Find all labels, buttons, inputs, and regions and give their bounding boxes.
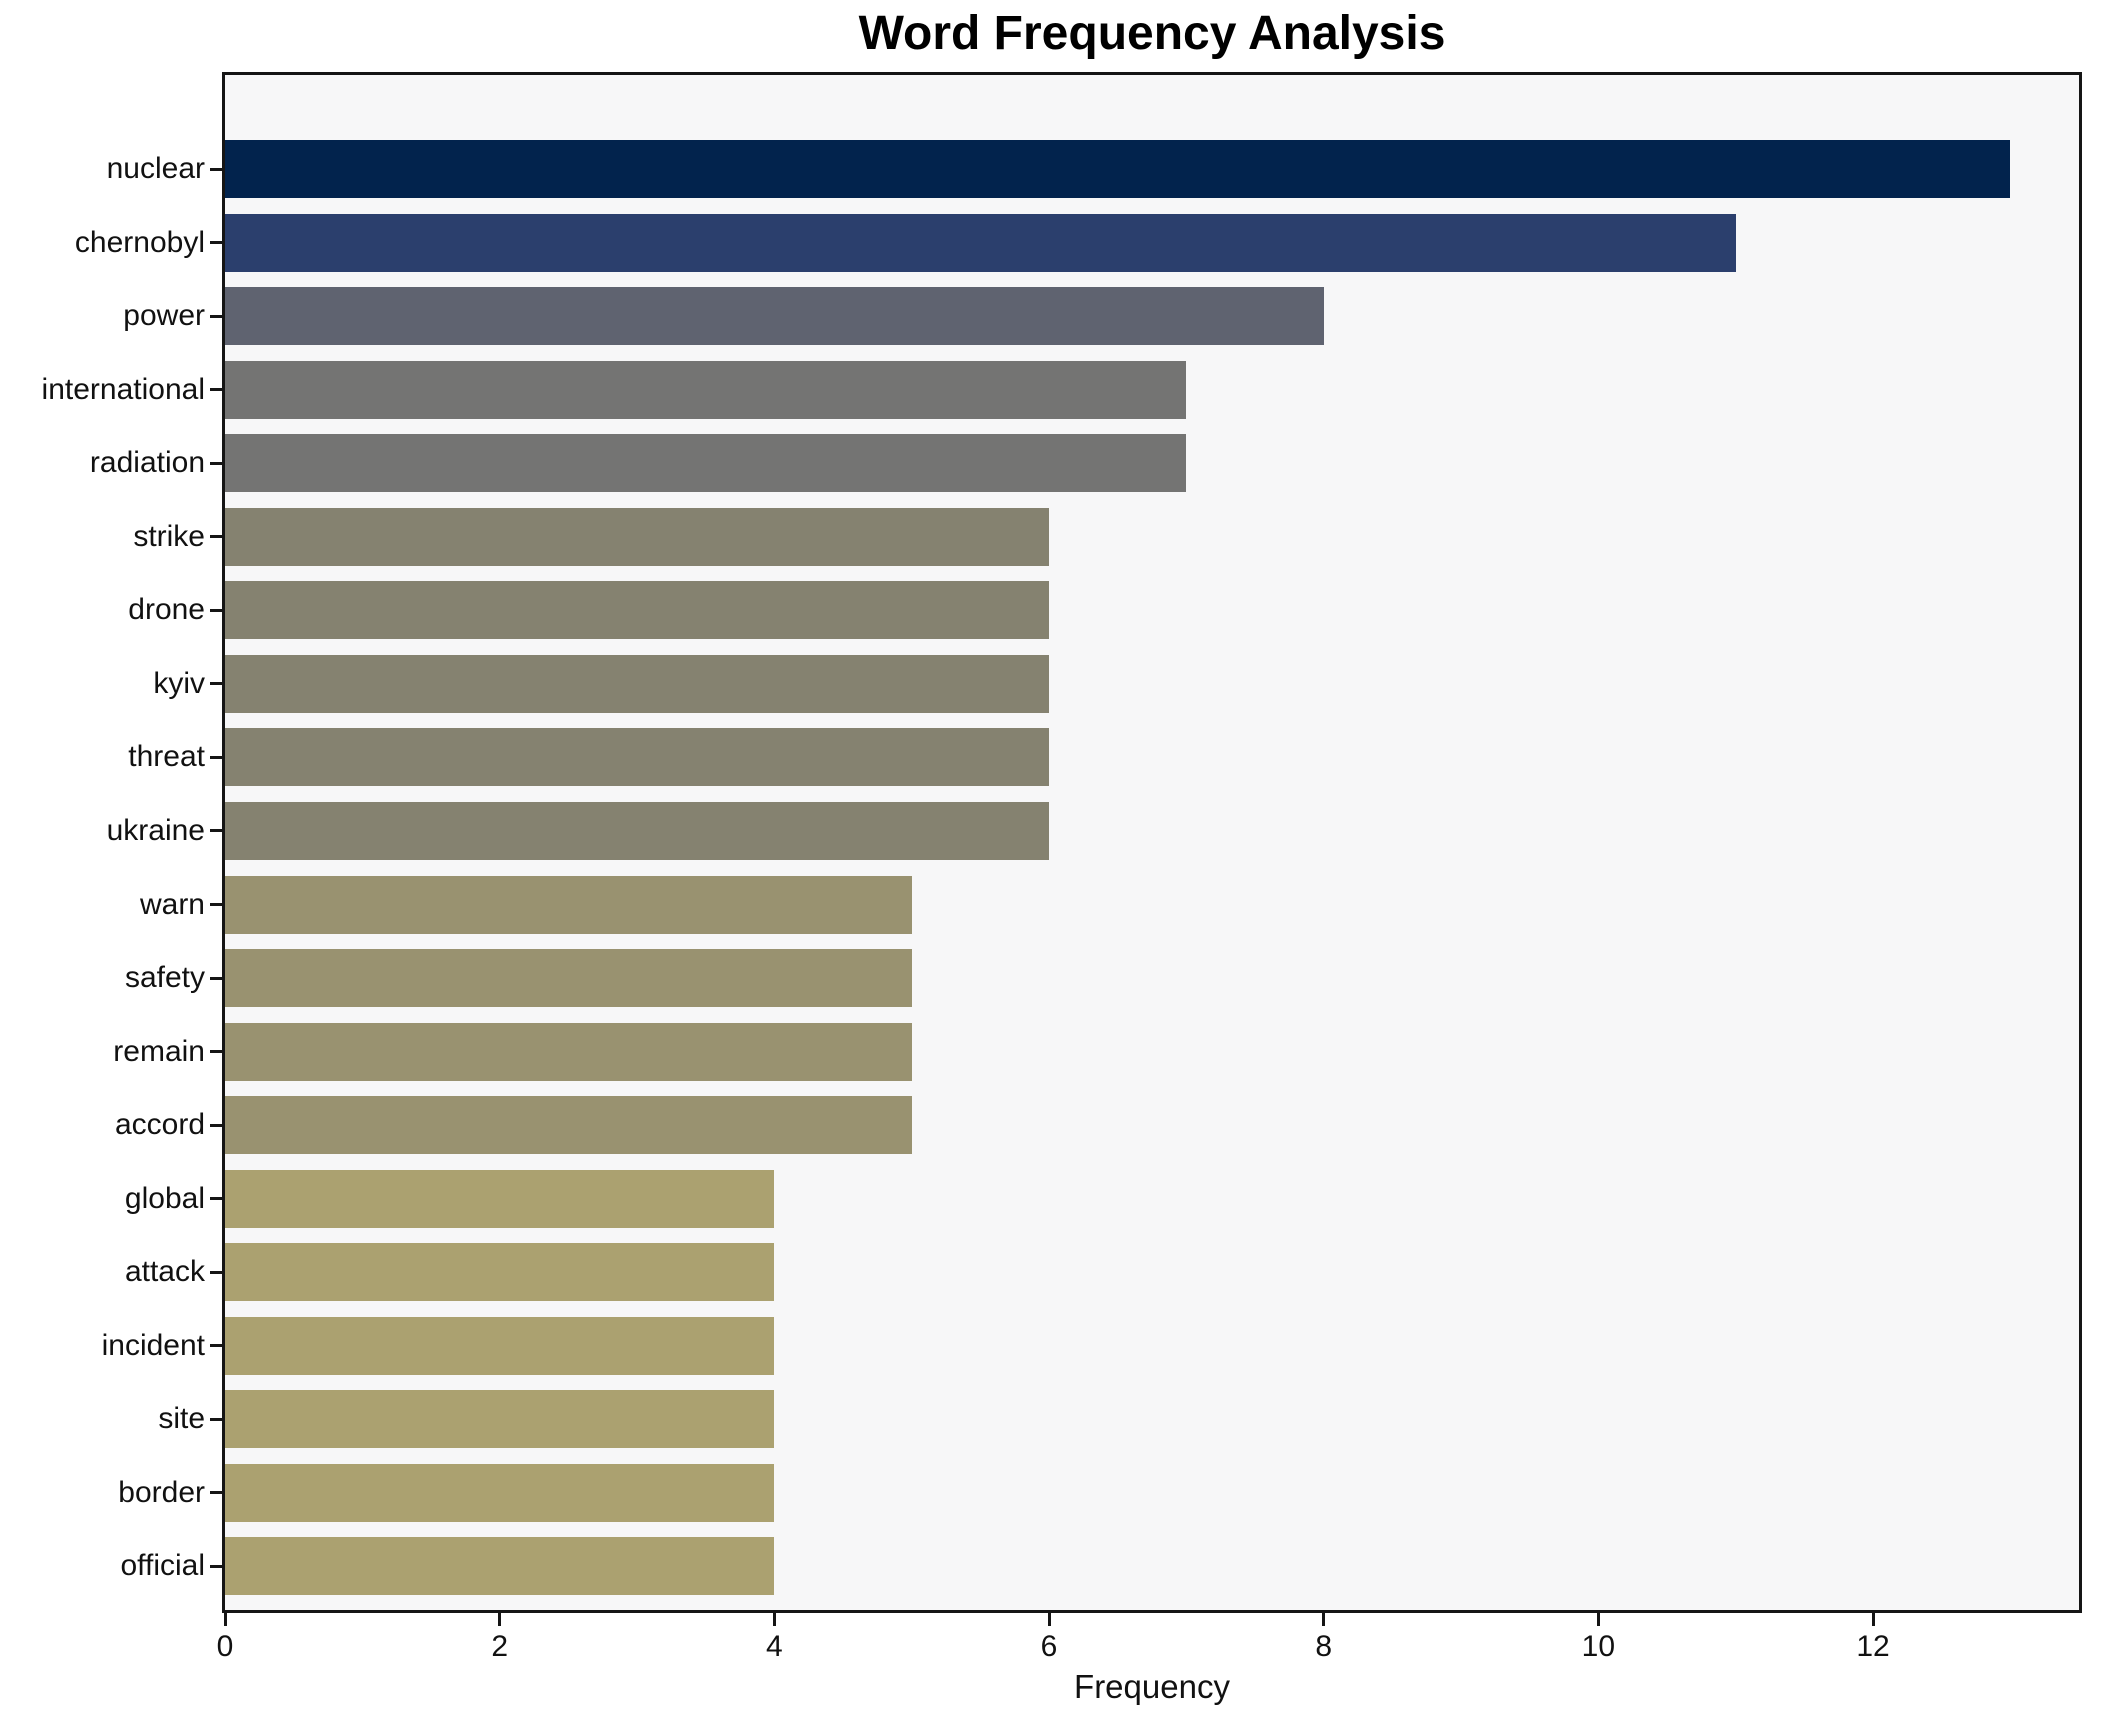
- y-tick-label-nuclear: nuclear: [106, 152, 205, 185]
- x-tick-mark: [1322, 1613, 1326, 1626]
- y-tick-mark: [210, 388, 222, 392]
- y-tick-label-accord: accord: [114, 1108, 205, 1142]
- y-tick-label-safety: safety: [124, 961, 205, 995]
- y-tick-mark: [210, 1564, 222, 1568]
- y-tick-mark: [210, 976, 222, 980]
- bar-attack: [225, 1243, 775, 1302]
- y-tick-label-warn: warn: [139, 887, 205, 921]
- y-tick-mark: [210, 1123, 222, 1127]
- bar-global: [225, 1169, 775, 1228]
- x-tick-label-2: 2: [491, 1630, 508, 1663]
- x-tick-mark: [1596, 1613, 1600, 1626]
- x-tick-mark: [1871, 1613, 1875, 1626]
- y-tick-mark: [210, 461, 222, 465]
- y-tick-mark: [210, 1491, 222, 1495]
- y-tick-mark: [210, 1417, 222, 1421]
- y-tick-label-radiation: radiation: [89, 446, 205, 480]
- y-tick-mark: [210, 1270, 222, 1274]
- plot-inner: [225, 75, 2079, 1610]
- y-tick-mark: [210, 682, 222, 686]
- bar-border: [225, 1463, 775, 1522]
- y-tick-label-strike: strike: [133, 519, 205, 553]
- y-tick-mark: [210, 314, 222, 318]
- bar-strike: [225, 507, 1049, 566]
- chart-title: Word Frequency Analysis: [858, 7, 1446, 60]
- y-tick-label-attack: attack: [124, 1255, 205, 1289]
- y-tick-mark: [210, 1344, 222, 1348]
- y-tick-mark: [210, 608, 222, 612]
- x-axis-title: Frequency: [1074, 1668, 1230, 1705]
- bar-drone: [225, 581, 1049, 640]
- bar-kyiv: [225, 654, 1049, 713]
- y-tick-mark: [210, 903, 222, 906]
- y-tick-mark: [210, 755, 222, 759]
- bar-incident: [225, 1316, 775, 1375]
- y-tick-label-border: border: [118, 1475, 205, 1509]
- bar-nuclear: [225, 140, 2011, 198]
- bar-warn: [225, 875, 912, 934]
- y-tick-label-official: official: [120, 1549, 206, 1583]
- x-tick-mark: [498, 1613, 502, 1626]
- x-tick-mark: [1047, 1613, 1051, 1626]
- bar-official: [225, 1537, 775, 1596]
- y-tick-mark: [210, 535, 222, 539]
- x-tick-label-10: 10: [1581, 1630, 1616, 1663]
- y-tick-mark: [210, 167, 222, 171]
- y-tick-label-site: site: [158, 1402, 205, 1436]
- x-tick-label-6: 6: [1040, 1630, 1058, 1663]
- y-tick-label-incident: incident: [101, 1328, 205, 1362]
- y-tick-mark: [210, 241, 222, 245]
- x-tick-label-4: 4: [765, 1630, 783, 1663]
- y-tick-mark: [210, 829, 222, 833]
- y-tick-label-chernobyl: chernobyl: [74, 225, 205, 259]
- x-tick-label-0: 0: [216, 1630, 234, 1663]
- bar-threat: [225, 728, 1049, 787]
- bar-international: [225, 360, 1187, 419]
- y-tick-label-remain: remain: [113, 1034, 205, 1068]
- bar-accord: [225, 1096, 912, 1155]
- bar-remain: [225, 1022, 912, 1081]
- y-tick-label-ukraine: ukraine: [106, 813, 205, 847]
- x-tick-label-8: 8: [1315, 1630, 1332, 1663]
- x-tick-label-12: 12: [1856, 1630, 1890, 1663]
- bar-ukraine: [225, 801, 1049, 860]
- y-tick-label-threat: threat: [128, 740, 205, 774]
- y-tick-label-global: global: [124, 1181, 205, 1215]
- bar-safety: [225, 949, 912, 1008]
- y-tick-mark: [210, 1197, 222, 1201]
- y-tick-label-power: power: [123, 299, 205, 333]
- y-tick-mark: [210, 1050, 222, 1054]
- bar-power: [225, 287, 1324, 346]
- x-tick-mark: [772, 1613, 776, 1626]
- y-tick-label-international: international: [41, 372, 205, 406]
- y-tick-label-drone: drone: [128, 593, 205, 627]
- bar-site: [225, 1390, 775, 1449]
- bar-chernobyl: [225, 213, 1736, 272]
- bar-radiation: [225, 434, 1187, 493]
- y-tick-label-kyiv: kyiv: [153, 666, 205, 700]
- x-tick-mark: [223, 1613, 227, 1626]
